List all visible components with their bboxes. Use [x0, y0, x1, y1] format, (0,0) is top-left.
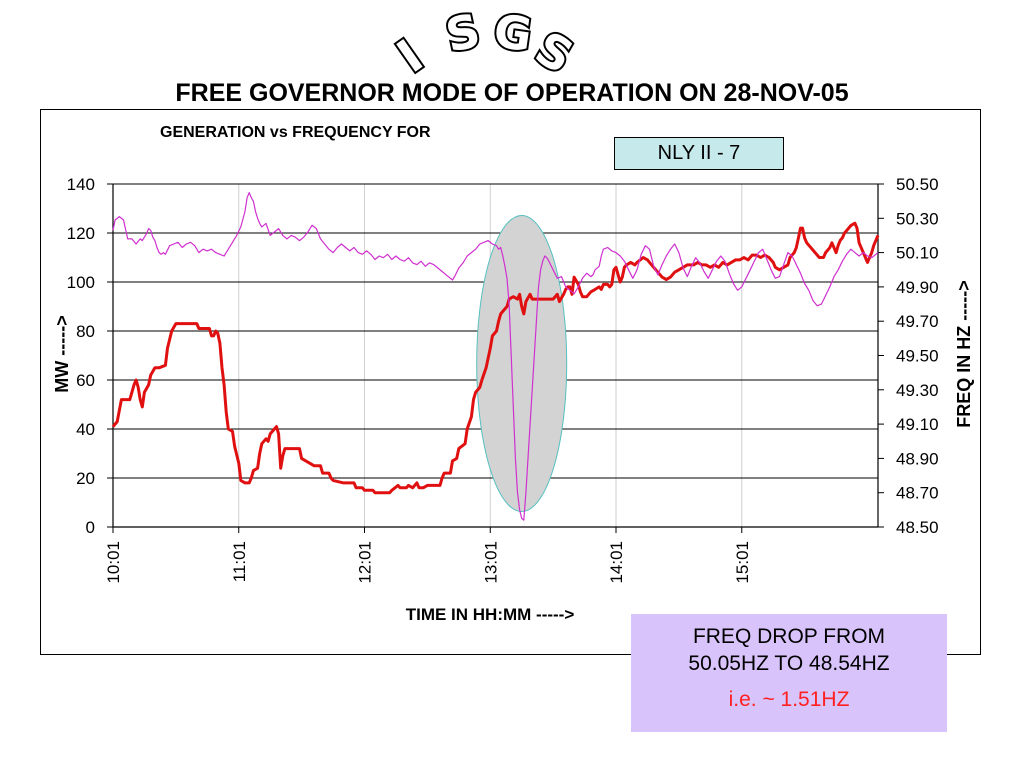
y-left-tick-label: 120: [67, 224, 95, 243]
y-left-tick-label: 80: [76, 322, 95, 341]
y-left-axis-label: MW ----->: [52, 315, 72, 392]
unit-tag: NLY II - 7: [614, 137, 784, 170]
x-axis-label: TIME IN HH:MM ----->: [406, 605, 575, 624]
y-right-tick-label: 49.10: [896, 415, 939, 434]
logo-letter: G: [490, 3, 535, 62]
y-right-tick-label: 50.50: [896, 175, 939, 194]
y-right-tick-label: 50.30: [896, 209, 939, 228]
y-right-tick-label: 50.10: [896, 244, 939, 263]
page-title: FREE GOVERNOR MODE OF OPERATION ON 28-NO…: [175, 79, 849, 107]
y-right-tick-label: 49.90: [896, 278, 939, 297]
y-right-tick-label: 49.70: [896, 312, 939, 331]
highlight-ellipse: [476, 215, 568, 512]
y-right-tick-label: 48.50: [896, 518, 939, 537]
y-left-tick-label: 100: [67, 273, 95, 292]
x-tick-label: 11:01: [230, 541, 249, 582]
x-tick-label: 14:01: [607, 541, 626, 584]
x-tick-label: 15:01: [733, 541, 752, 584]
y-right-tick-label: 49.30: [896, 381, 939, 400]
x-tick-label: 10:01: [104, 541, 123, 584]
y-left-tick-label: 140: [67, 175, 95, 194]
x-tick-label: 12:01: [356, 541, 375, 584]
frequency-drop-note: FREQ DROP FROM 50.05HZ TO 48.54HZ i.e. ~…: [631, 614, 947, 732]
isgs-logo: I S G S: [385, 1, 584, 80]
y-right-tick-label: 49.50: [896, 347, 939, 366]
note-line-2: 50.05HZ TO 48.54HZ: [688, 652, 890, 675]
y-left-tick-label: 0: [86, 518, 95, 537]
y-right-tick-label: 48.90: [896, 449, 939, 468]
frequency-hz-line: [112, 192, 879, 521]
y-left-tick-label: 40: [76, 420, 95, 439]
y-left-tick-label: 60: [76, 371, 95, 390]
chart-frame: [40, 109, 981, 655]
y-right-axis-label: FREQ IN HZ ----->: [954, 280, 974, 427]
note-highlight: i.e. ~ 1.51HZ: [728, 688, 850, 711]
y-right-tick-label: 48.70: [896, 484, 939, 503]
generation-mw-line: [111, 221, 880, 495]
chart-title: GENERATION vs FREQUENCY FOR: [160, 124, 431, 141]
note-line-1: FREQ DROP FROM: [692, 625, 886, 648]
x-tick-label: 13:01: [481, 541, 500, 584]
y-left-tick-label: 20: [76, 469, 95, 488]
